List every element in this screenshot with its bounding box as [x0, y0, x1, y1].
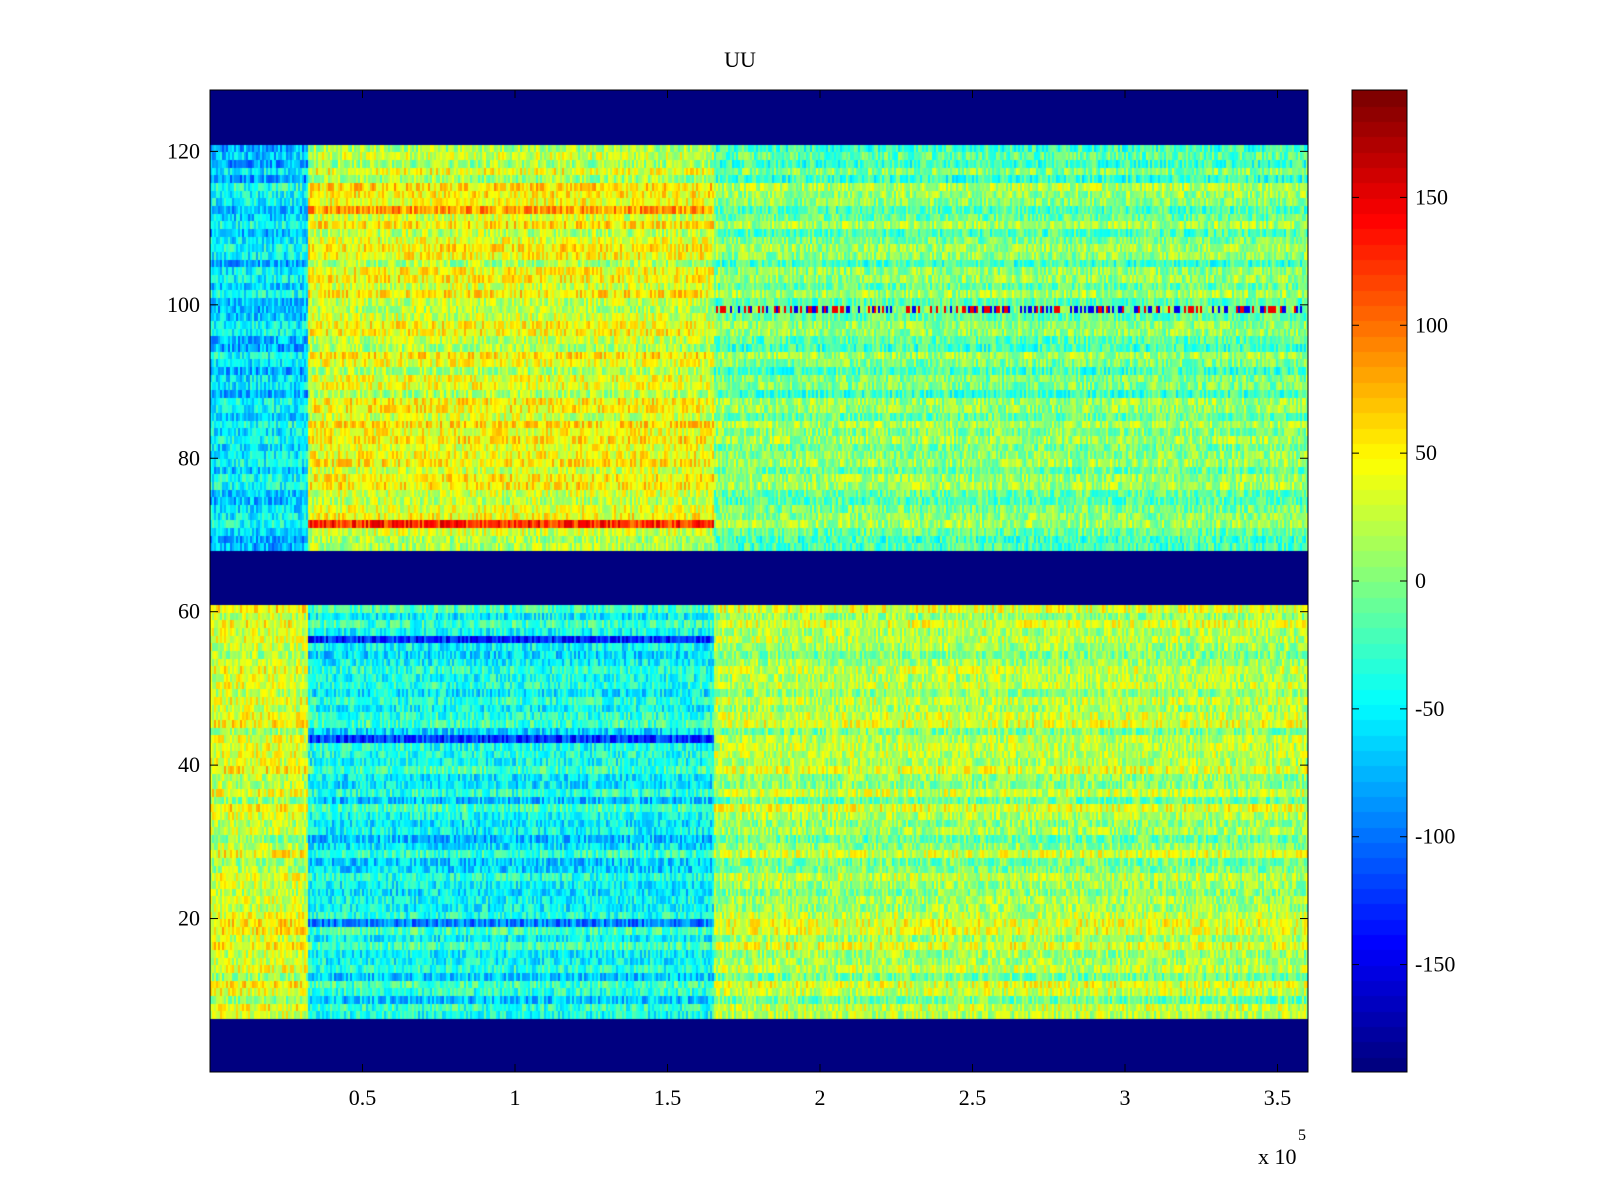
x-exponent-base: x 10 — [1258, 1144, 1297, 1169]
colorbar-tick-label: -100 — [1415, 824, 1455, 849]
y-axis: 20 40 60 80 100 120 — [167, 138, 1308, 931]
colorbar: -150 -100 -50 0 50 100 150 — [1351, 89, 1455, 1073]
colorbar-tick-label: -150 — [1415, 952, 1455, 977]
colorbar-tick-label: 100 — [1415, 312, 1448, 337]
chart-title: UU — [724, 47, 756, 72]
x-exponent-power: 5 — [1298, 1127, 1306, 1144]
y-tick-label: 80 — [178, 445, 200, 470]
heatmap-image — [210, 90, 1308, 1072]
plot-frame — [209, 89, 1309, 1073]
colorbar-tick-label: 0 — [1415, 568, 1426, 593]
x-tick-label: 2 — [815, 1085, 826, 1110]
x-axis-exponent: x 10 5 — [1258, 1127, 1306, 1169]
colorbar-tick-label: 50 — [1415, 440, 1437, 465]
colorbar-ticks: -150 -100 -50 0 50 100 150 — [1352, 184, 1455, 977]
colorbar-gradient — [1352, 90, 1407, 1072]
x-axis: 0.5 1 1.5 2 2.5 3 3.5 — [349, 90, 1292, 1110]
colorbar-tick-label: 150 — [1415, 184, 1448, 209]
x-tick-label: 1 — [510, 1085, 521, 1110]
x-tick-label: 3.5 — [1264, 1085, 1292, 1110]
x-tick-label: 2.5 — [959, 1085, 987, 1110]
x-tick-label: 3 — [1120, 1085, 1131, 1110]
x-tick-label: 1.5 — [654, 1085, 682, 1110]
y-tick-label: 40 — [178, 752, 200, 777]
y-tick-label: 120 — [167, 138, 200, 163]
y-tick-label: 20 — [178, 906, 200, 931]
y-tick-label: 60 — [178, 599, 200, 624]
x-tick-label: 0.5 — [349, 1085, 377, 1110]
y-tick-label: 100 — [167, 292, 200, 317]
heatmap-plot-area — [209, 89, 1309, 1073]
colorbar-tick-label: -50 — [1415, 696, 1444, 721]
